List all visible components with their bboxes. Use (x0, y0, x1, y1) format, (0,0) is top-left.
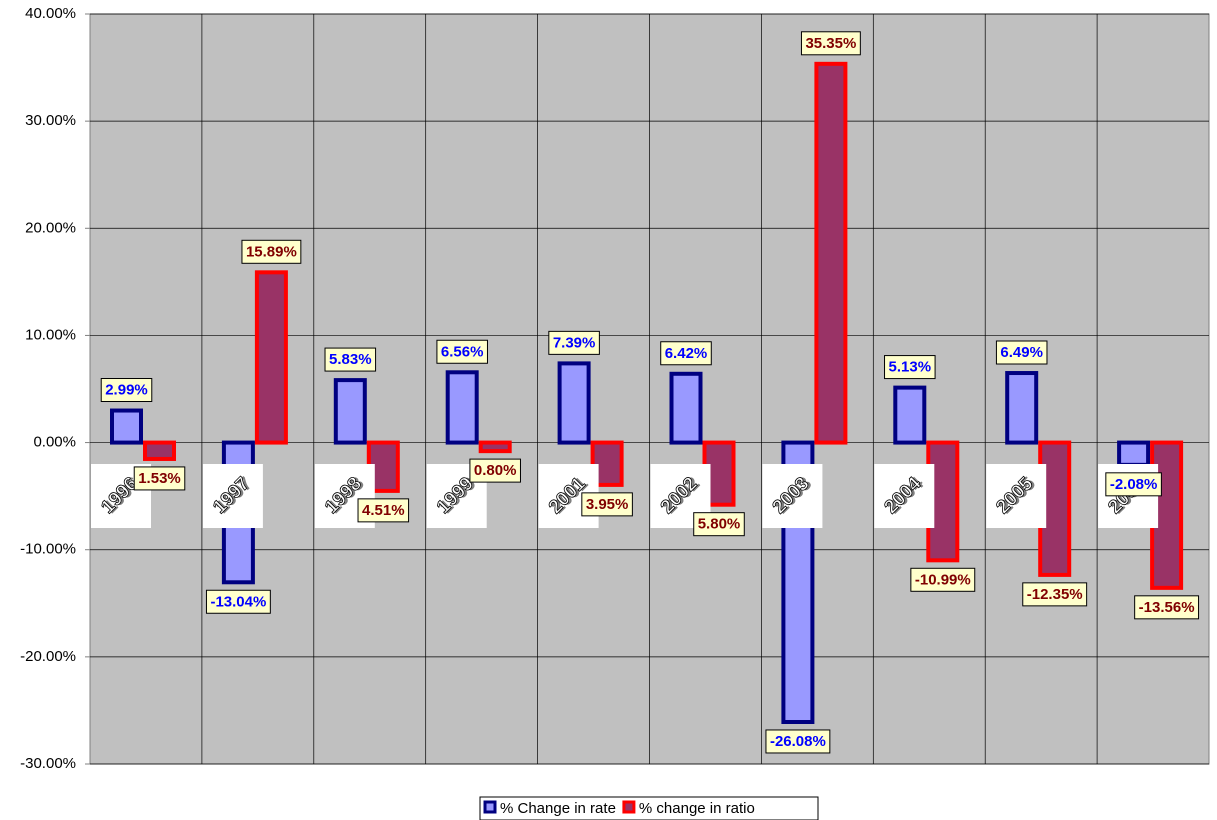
value-label: 0.80% (474, 462, 517, 479)
value-label: 4.51% (362, 502, 405, 519)
value-label-bg (800, 31, 861, 56)
bar (143, 440, 176, 461)
value-label: -10.99% (915, 571, 971, 588)
category-label-bg (202, 464, 263, 528)
bar (478, 440, 512, 454)
y-tick-label: 10.00% (25, 326, 76, 343)
bar (1005, 371, 1039, 445)
y-tick-label: 30.00% (25, 112, 76, 129)
legend-label: % Change in rate (500, 800, 616, 817)
value-label: 6.56% (441, 343, 484, 360)
y-tick-label: -20.00% (20, 648, 76, 665)
value-label: -13.56% (1139, 599, 1195, 616)
y-tick-label: 40.00% (25, 5, 76, 22)
value-label: 6.42% (665, 345, 708, 362)
value-label: 7.39% (553, 334, 596, 351)
value-label: 5.83% (329, 351, 372, 368)
value-label: 35.35% (805, 35, 856, 52)
legend-label: % change in ratio (639, 800, 755, 817)
value-label: 6.49% (1000, 344, 1043, 361)
value-label-bg (660, 341, 712, 366)
y-tick-label: -30.00% (20, 755, 76, 772)
value-label: 15.89% (246, 243, 297, 260)
y-tick-label: -10.00% (20, 541, 76, 558)
value-label-bg (581, 492, 633, 517)
category-label-bg (762, 464, 823, 528)
legend-swatch (483, 800, 497, 814)
bar (1117, 440, 1151, 467)
value-label-bg (884, 355, 936, 380)
value-label: 5.13% (889, 359, 932, 376)
value-label-bg (205, 589, 271, 614)
value-label: 2.99% (105, 382, 148, 399)
value-label-bg (100, 378, 153, 403)
value-label-bg (1022, 582, 1088, 607)
value-label: 3.95% (586, 496, 629, 513)
bar (333, 378, 367, 445)
legend (479, 796, 819, 820)
value-label-bg (1105, 472, 1162, 497)
value-label-bg (910, 567, 976, 592)
value-label: 1.53% (138, 470, 181, 487)
value-label-bg (241, 239, 302, 264)
value-label: 5.80% (698, 516, 741, 533)
bar (254, 270, 288, 445)
value-label-bg (693, 512, 745, 537)
bar (445, 370, 479, 445)
legend-swatch (622, 800, 636, 814)
bar (669, 371, 703, 445)
value-label-bg (436, 339, 488, 364)
bar (893, 385, 927, 445)
value-label-bg (357, 498, 410, 523)
bar (814, 61, 848, 445)
value-label-bg (765, 729, 831, 754)
value-label-bg (133, 466, 186, 491)
value-label: -2.08% (1110, 476, 1158, 493)
value-label-bg (548, 330, 600, 355)
value-label: -12.35% (1027, 586, 1083, 603)
category-label-bg (986, 464, 1047, 528)
value-label-bg (1134, 595, 1200, 620)
value-label-bg (995, 340, 1048, 365)
value-label: -26.08% (770, 733, 826, 750)
category-label-bg (874, 464, 935, 528)
value-label-bg (469, 458, 521, 483)
value-label-bg (324, 347, 377, 372)
bar (110, 408, 143, 445)
value-label: -13.04% (210, 593, 266, 610)
y-tick-label: 20.00% (25, 219, 76, 236)
bar (557, 361, 591, 445)
y-tick-label: 0.00% (33, 434, 76, 451)
